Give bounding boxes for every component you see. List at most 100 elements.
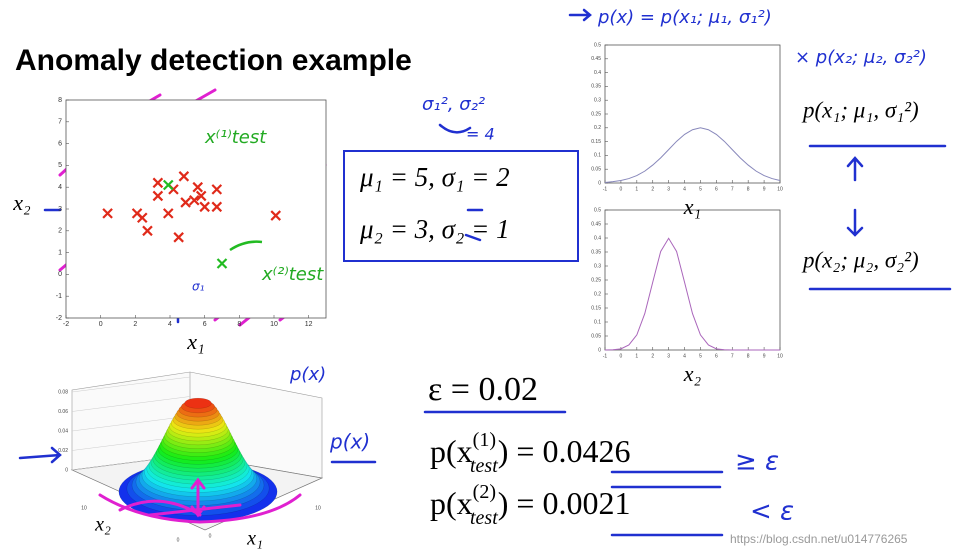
z-tick-label: 0.04 (58, 428, 68, 434)
annotation: × p(x₂; μ₂, σ₂²) (795, 47, 927, 68)
curve (604, 127, 781, 183)
blue-marks (18, 8, 952, 537)
point (211, 201, 223, 213)
y-tick-label: 0 (58, 271, 62, 278)
y-tick-label: 6 (58, 140, 62, 147)
y-axis-label: x₂ (94, 514, 111, 536)
surface-band (184, 397, 212, 409)
y-tick-label: 0.1 (594, 319, 601, 325)
equation: ε = 0.02 (428, 371, 538, 408)
point (180, 197, 191, 208)
x-tick-label: 6 (715, 186, 718, 192)
x-tick-label: 2 (651, 353, 654, 359)
y-tick-label: 0.1 (594, 153, 601, 159)
point (162, 179, 174, 191)
x-tick-label: 10 (270, 321, 278, 328)
tick-label: 10 (315, 505, 321, 511)
annotation: σ₁ (192, 280, 205, 294)
curve (604, 237, 780, 351)
x-axis-label: x₂ (683, 361, 702, 386)
annotation: p(x) (289, 364, 326, 385)
eq-part: p(x (430, 433, 473, 469)
y-tick-label: 0.5 (594, 42, 601, 48)
x-tick-label: 0 (620, 186, 623, 192)
x-tick-label: 4 (683, 186, 686, 192)
plot-frame (604, 209, 781, 351)
x-tick-label: 10 (777, 186, 783, 192)
watermark: https://blog.csdn.net/u014776265 (730, 532, 908, 546)
equation: p(x(2) test) = 0.0021 (430, 481, 630, 529)
annotation: σ₁², σ₂² (422, 94, 485, 115)
point (162, 208, 174, 219)
x-tick-label: 6 (715, 353, 718, 359)
x-axis-label: x₁ (683, 194, 701, 219)
y-tick-label: 0.4 (594, 235, 601, 241)
x-tick-label: 0 (620, 353, 623, 359)
eq-part: ) = (498, 433, 543, 469)
point (178, 171, 190, 182)
y-tick-label: 0.15 (591, 139, 601, 145)
slide-title: Anomaly detection example (15, 44, 412, 77)
point (173, 232, 184, 243)
param-box (343, 150, 579, 262)
pink-contours (98, 477, 302, 524)
x-tick-label: -1 (603, 186, 608, 192)
x-tick-label: -2 (63, 321, 69, 328)
y-tick-label: 7 (58, 119, 62, 126)
annotation: = 4 (466, 125, 495, 144)
y-tick-label: -1 (56, 293, 62, 300)
y-tick-label: 4 (58, 184, 62, 191)
x-tick-label: 2 (651, 186, 654, 192)
x-tick-label: 3 (667, 353, 670, 359)
eq-part: test (470, 455, 498, 477)
annotation: < ε (750, 497, 794, 527)
y-tick-label: 0 (598, 180, 601, 186)
y-tick-label: 0.3 (594, 98, 601, 104)
y-tick-label: 0.3 (594, 263, 601, 269)
point (199, 201, 210, 213)
point (102, 208, 113, 219)
x-tick-label: 4 (168, 321, 172, 328)
z-tick-label: 0.06 (58, 409, 68, 415)
y-tick-label: 8 (58, 97, 62, 104)
point (152, 190, 164, 202)
equation: μ₁ = 5, σ₁ = 2 (359, 162, 510, 192)
tick-label: 0 (177, 537, 180, 543)
y-tick-label: 0.2 (594, 291, 601, 297)
tick-label: 0 (209, 533, 212, 539)
x-tick-label: -1 (603, 353, 608, 359)
x-tick-label: 6 (203, 321, 207, 328)
z-tick-label: 0.08 (58, 389, 68, 395)
y-tick-label: 0.45 (591, 221, 601, 227)
annotation: p(x) (329, 430, 370, 454)
eq-part: test (470, 507, 498, 529)
x-tick-label: 9 (763, 353, 766, 359)
y-tick-label: 0.35 (591, 84, 601, 90)
eq-part: ) = (498, 485, 543, 521)
y-tick-label: 0.2 (594, 125, 601, 131)
equation: p(x₂; μ₂, σ₂²) (801, 247, 919, 272)
x-axis-label: x₁ (246, 528, 263, 550)
eq-value: 0.0426 (542, 433, 630, 469)
y-tick-label: 0.45 (591, 56, 601, 62)
point (152, 177, 164, 189)
eq-part: (2) (473, 481, 496, 503)
x-tick-label: 12 (305, 321, 313, 328)
x-tick-label: 9 (763, 186, 766, 192)
y-tick-label: 0.05 (591, 167, 601, 173)
plot-frame (604, 44, 781, 184)
x-axis-label: x₁ (186, 329, 204, 354)
eq-value: 0.0021 (542, 485, 630, 521)
z-tick-label: 0.02 (58, 448, 68, 454)
green-mark (229, 240, 263, 252)
y-tick-label: 0.25 (591, 277, 601, 283)
y-tick-label: 0.4 (594, 70, 601, 76)
tick-label: 10 (81, 505, 87, 511)
z-tick (71, 396, 191, 412)
x-tick-label: 4 (683, 353, 686, 359)
z-tick-label: 0 (65, 467, 68, 473)
equation: μ₂ = 3, σ₂ = 1 (359, 214, 510, 244)
x-tick-label: 5 (699, 353, 702, 359)
annotation: x⁽¹⁾test (204, 127, 267, 148)
